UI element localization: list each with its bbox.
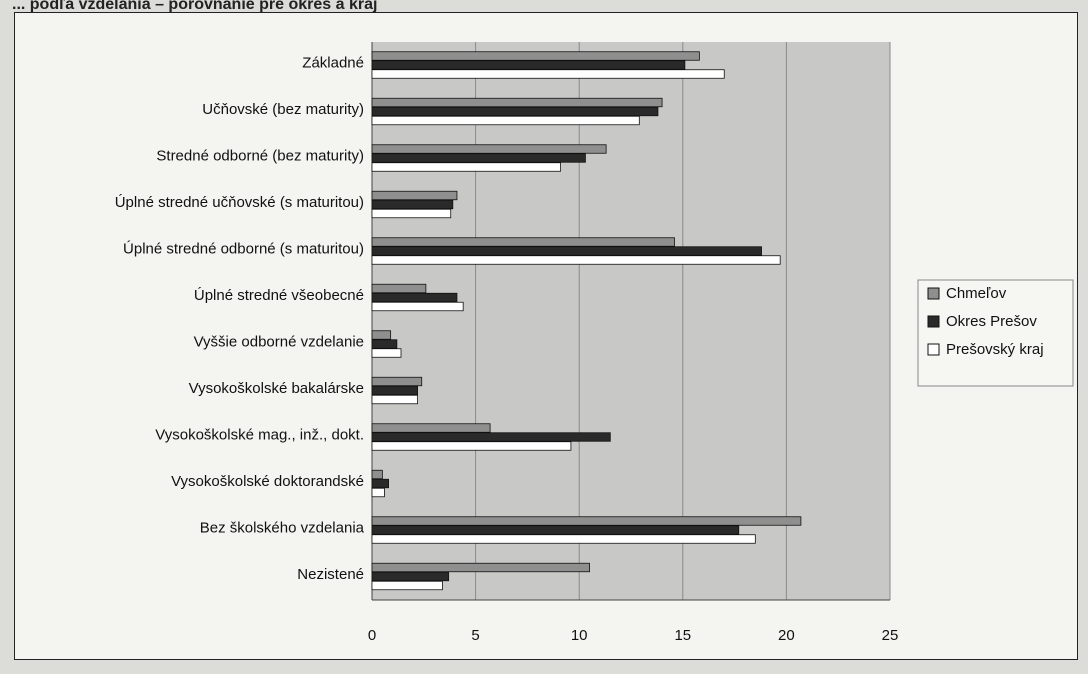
bar-chmeľov	[371, 423, 491, 433]
bar-chmeľov	[371, 97, 663, 108]
x-tick-label: 5	[471, 627, 479, 644]
legend-swatch	[927, 287, 940, 300]
bar-chmeľov	[371, 144, 607, 154]
bar-okres-prešov	[371, 199, 454, 210]
bar-chmeľov	[371, 237, 675, 247]
x-tick-label: 10	[571, 627, 588, 644]
category-label: Vysokoškolské mag., inž., dokt.	[155, 426, 364, 443]
category-label: Bez školského vzdelania	[200, 519, 365, 536]
bar-chmeľov	[371, 562, 590, 573]
x-tick-label: 25	[882, 627, 899, 644]
bar-prešovský-kraj	[371, 394, 418, 405]
bar-chmeľov	[371, 516, 802, 526]
bar-prešovský-kraj	[371, 162, 561, 172]
category-label: Základné	[302, 54, 364, 71]
bar-chmeľov	[371, 330, 392, 340]
x-tick-label: 0	[368, 627, 376, 644]
category-label: Učňovské (bez maturity)	[202, 101, 364, 118]
bar-okres-prešov	[371, 60, 686, 70]
x-tick-label: 20	[778, 627, 795, 644]
category-label: Vyššie odborné vzdelanie	[194, 333, 364, 350]
bar-okres-prešov	[371, 525, 740, 535]
bar-prešovský-kraj	[371, 580, 443, 591]
category-label: Vysokoškolské doktorandské	[171, 473, 364, 490]
bar-prešovský-kraj	[371, 301, 464, 312]
legend-label: Chmeľov	[946, 285, 1007, 302]
x-tick-label: 15	[674, 627, 691, 644]
bar-prešovský-kraj	[371, 348, 402, 358]
chart-title: ... podľa vzdelania – porovnanie pre okr…	[12, 0, 378, 13]
bar-prešovský-kraj	[371, 534, 756, 544]
bar-okres-prešov	[371, 246, 762, 256]
bar-okres-prešov	[371, 153, 586, 163]
category-label: Nezistené	[297, 566, 364, 583]
bar-prešovský-kraj	[371, 487, 385, 498]
category-label: Úplné stredné učňovské (s maturitou)	[115, 194, 364, 211]
bar-prešovský-kraj	[371, 208, 452, 219]
legend-swatch	[927, 343, 940, 356]
bar-chmeľov	[371, 51, 700, 61]
category-label: Úplné stredné všeobecné	[194, 287, 364, 304]
bar-chmeľov	[371, 469, 383, 480]
bar-okres-prešov	[371, 339, 398, 349]
bar-okres-prešov	[371, 106, 659, 117]
category-label: Úplné stredné odborné (s maturitou)	[123, 240, 364, 257]
legend	[917, 279, 1074, 387]
bar-chmeľov	[371, 283, 427, 294]
legend-label: Okres Prešov	[946, 313, 1037, 330]
legend-label: Prešovský kraj	[946, 341, 1044, 358]
bar-okres-prešov	[371, 385, 418, 396]
bar-prešovský-kraj	[371, 441, 572, 451]
bar-chmeľov	[371, 376, 423, 387]
bar-okres-prešov	[371, 292, 458, 303]
category-label: Stredné odborné (bez maturity)	[156, 147, 364, 164]
plot-area	[372, 42, 890, 600]
bar-prešovský-kraj	[371, 69, 725, 79]
bar-chmeľov	[371, 190, 458, 201]
category-label: Vysokoškolské bakalárske	[189, 380, 364, 397]
bar-prešovský-kraj	[371, 115, 640, 126]
bar-okres-prešov	[371, 478, 389, 489]
bar-prešovský-kraj	[371, 255, 781, 265]
bar-okres-prešov	[371, 432, 611, 442]
legend-swatch	[927, 315, 940, 328]
bar-okres-prešov	[371, 571, 450, 582]
